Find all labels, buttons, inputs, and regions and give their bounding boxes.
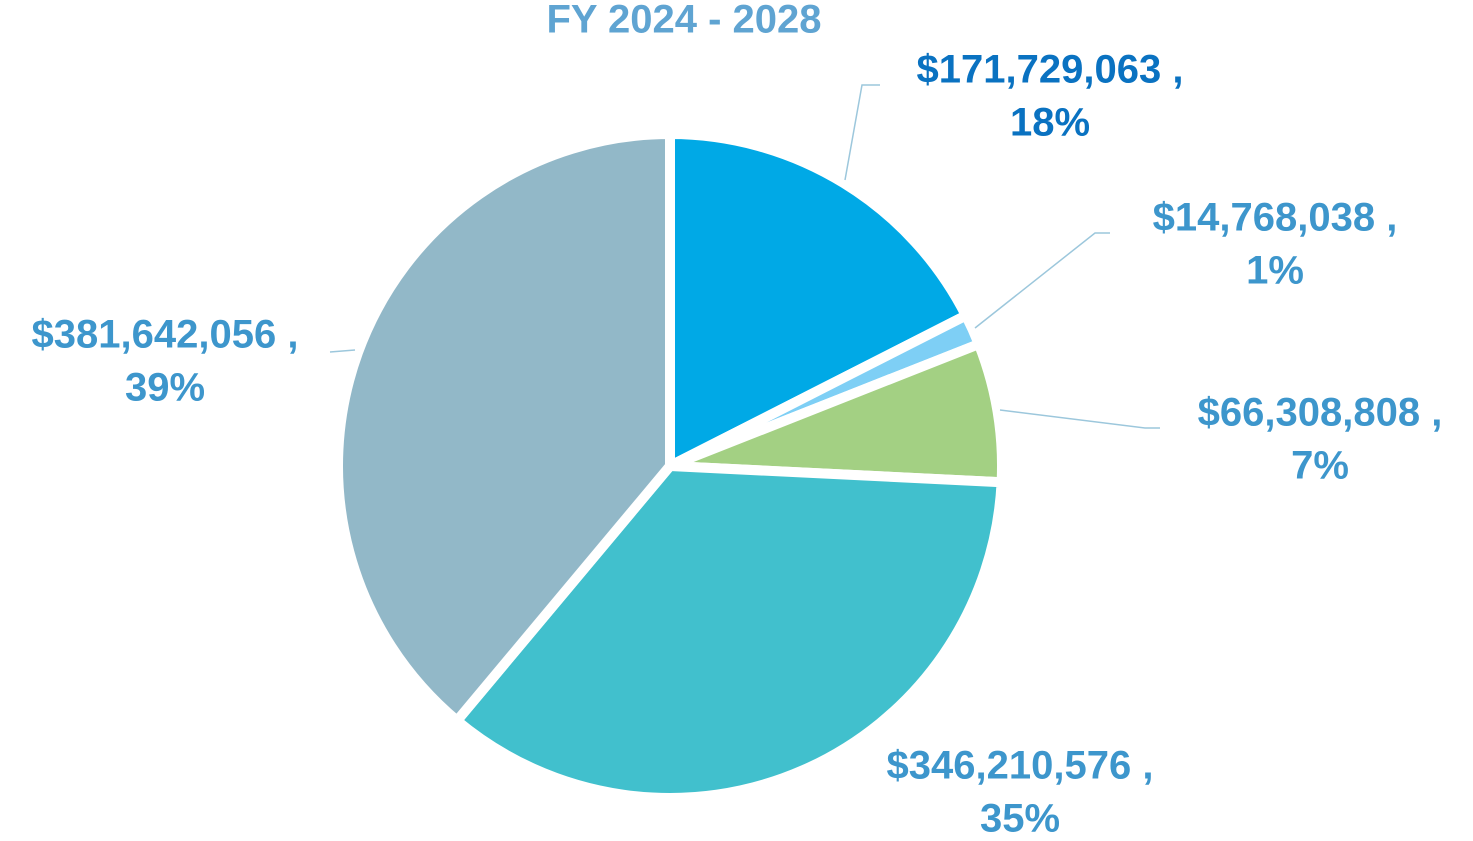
- data-label: $66,308,808 ,: [1198, 391, 1443, 435]
- pie-slice: [333, 129, 675, 726]
- leader-line: [844, 84, 880, 181]
- leader-line: [974, 232, 1110, 329]
- pie-slice: [452, 461, 1007, 803]
- percent-label: 7%: [1291, 444, 1349, 488]
- data-label: $381,642,056 ,: [32, 313, 299, 357]
- leader-line: [999, 409, 1160, 429]
- percent-label: 1%: [1246, 249, 1304, 293]
- pie-slice: [665, 129, 971, 471]
- leader-line: [329, 349, 356, 353]
- chart-title: FY 2024 - 2028: [546, 0, 821, 42]
- data-label: $14,768,038 ,: [1153, 196, 1398, 240]
- percent-label: 35%: [980, 797, 1060, 836]
- percent-label: 18%: [1010, 101, 1090, 145]
- percent-label: 39%: [125, 366, 205, 410]
- data-label: $171,729,063 ,: [917, 48, 1184, 92]
- data-label: $346,210,576 ,: [887, 744, 1154, 788]
